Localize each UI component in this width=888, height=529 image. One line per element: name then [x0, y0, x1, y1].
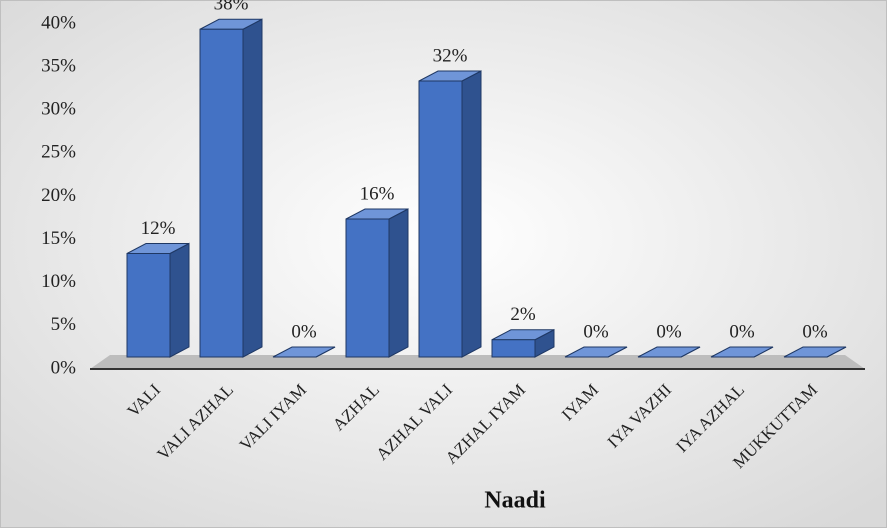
- bar: [710, 346, 774, 358]
- data-label: 2%: [510, 304, 536, 325]
- bar: [783, 346, 847, 358]
- data-label: 32%: [433, 45, 468, 66]
- bar: [345, 208, 409, 358]
- bar: [418, 70, 482, 358]
- bar: [637, 346, 701, 358]
- data-label: 38%: [214, 0, 249, 15]
- bar: [199, 18, 263, 358]
- floor: [90, 355, 865, 369]
- data-label: 0%: [583, 321, 609, 342]
- data-label: 0%: [291, 321, 317, 342]
- y-tick-label: 10%: [41, 271, 76, 292]
- y-tick-label: 0%: [51, 357, 77, 378]
- bar: [564, 346, 628, 358]
- data-label: 0%: [656, 321, 682, 342]
- y-tick-label: 15%: [41, 228, 76, 249]
- bar: [272, 346, 336, 358]
- y-tick-label: 30%: [41, 99, 76, 120]
- x-axis-title: Naadi: [484, 488, 546, 514]
- y-tick-label: 35%: [41, 55, 76, 76]
- bar: [491, 328, 555, 358]
- y-tick-label: 25%: [41, 142, 76, 163]
- data-label: 0%: [729, 321, 755, 342]
- data-label: 16%: [360, 183, 395, 204]
- y-tick-label: 20%: [41, 185, 76, 206]
- data-label: 0%: [802, 321, 828, 342]
- y-tick-label: 40%: [41, 12, 76, 33]
- bar: [126, 242, 190, 358]
- y-tick-label: 5%: [51, 314, 77, 335]
- data-label: 12%: [141, 218, 176, 239]
